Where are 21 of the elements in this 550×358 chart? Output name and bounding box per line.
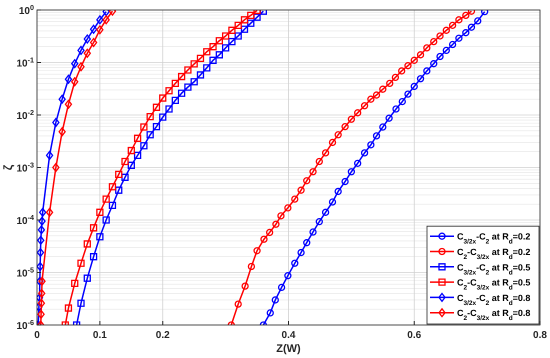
y-tick-label: 10$^{-4}$ [16,212,34,227]
x-tick-label: 0.4 [282,330,296,341]
y-axis-title: ζ [1,164,15,170]
y-tick-label: 10$^{-6}$ [16,318,34,332]
x-tick-label: 0.1 [92,330,108,341]
legend-label: C$_{3/2x}$-C$_{2}$ at R$_{d}$=0.2 [457,232,530,246]
x-tick-label: 0.6 [407,330,422,341]
y-tick-label: 10$^{-1}$ [16,55,34,70]
legend-label: C$_{3/2x}$-C$_{2}$ at R$_{d}$=0.5 [457,262,530,276]
y-tick-label: 10$^{-3}$ [16,160,34,174]
legend-label: C$_{2}$-C$_{3/2x}$ at R$_{d}$=0.2 [457,247,530,260]
y-tick-label: 10$^{-5}$ [16,265,34,280]
y-tick-label: 10$^{-2}$ [16,108,34,122]
y-tick-label: 10$^{0}$ [18,2,34,17]
legend-label: C$_{2}$-C$_{3/2x}$ at R$_{d}$=0.8 [457,308,530,322]
x-tick-label: 0.8 [533,330,548,341]
x-axis-title: Z(W) [276,343,302,355]
legend-label: C$_{3/2x}$-C$_{2}$ at R$_{d}$=0.8 [457,292,530,306]
legend-label: C$_{2}$-C$_{3/2x}$ at R$_{d}$=0.5 [457,278,530,292]
x-tick-label: 0 [34,330,40,341]
x-tick-label: 0.2 [156,330,170,341]
